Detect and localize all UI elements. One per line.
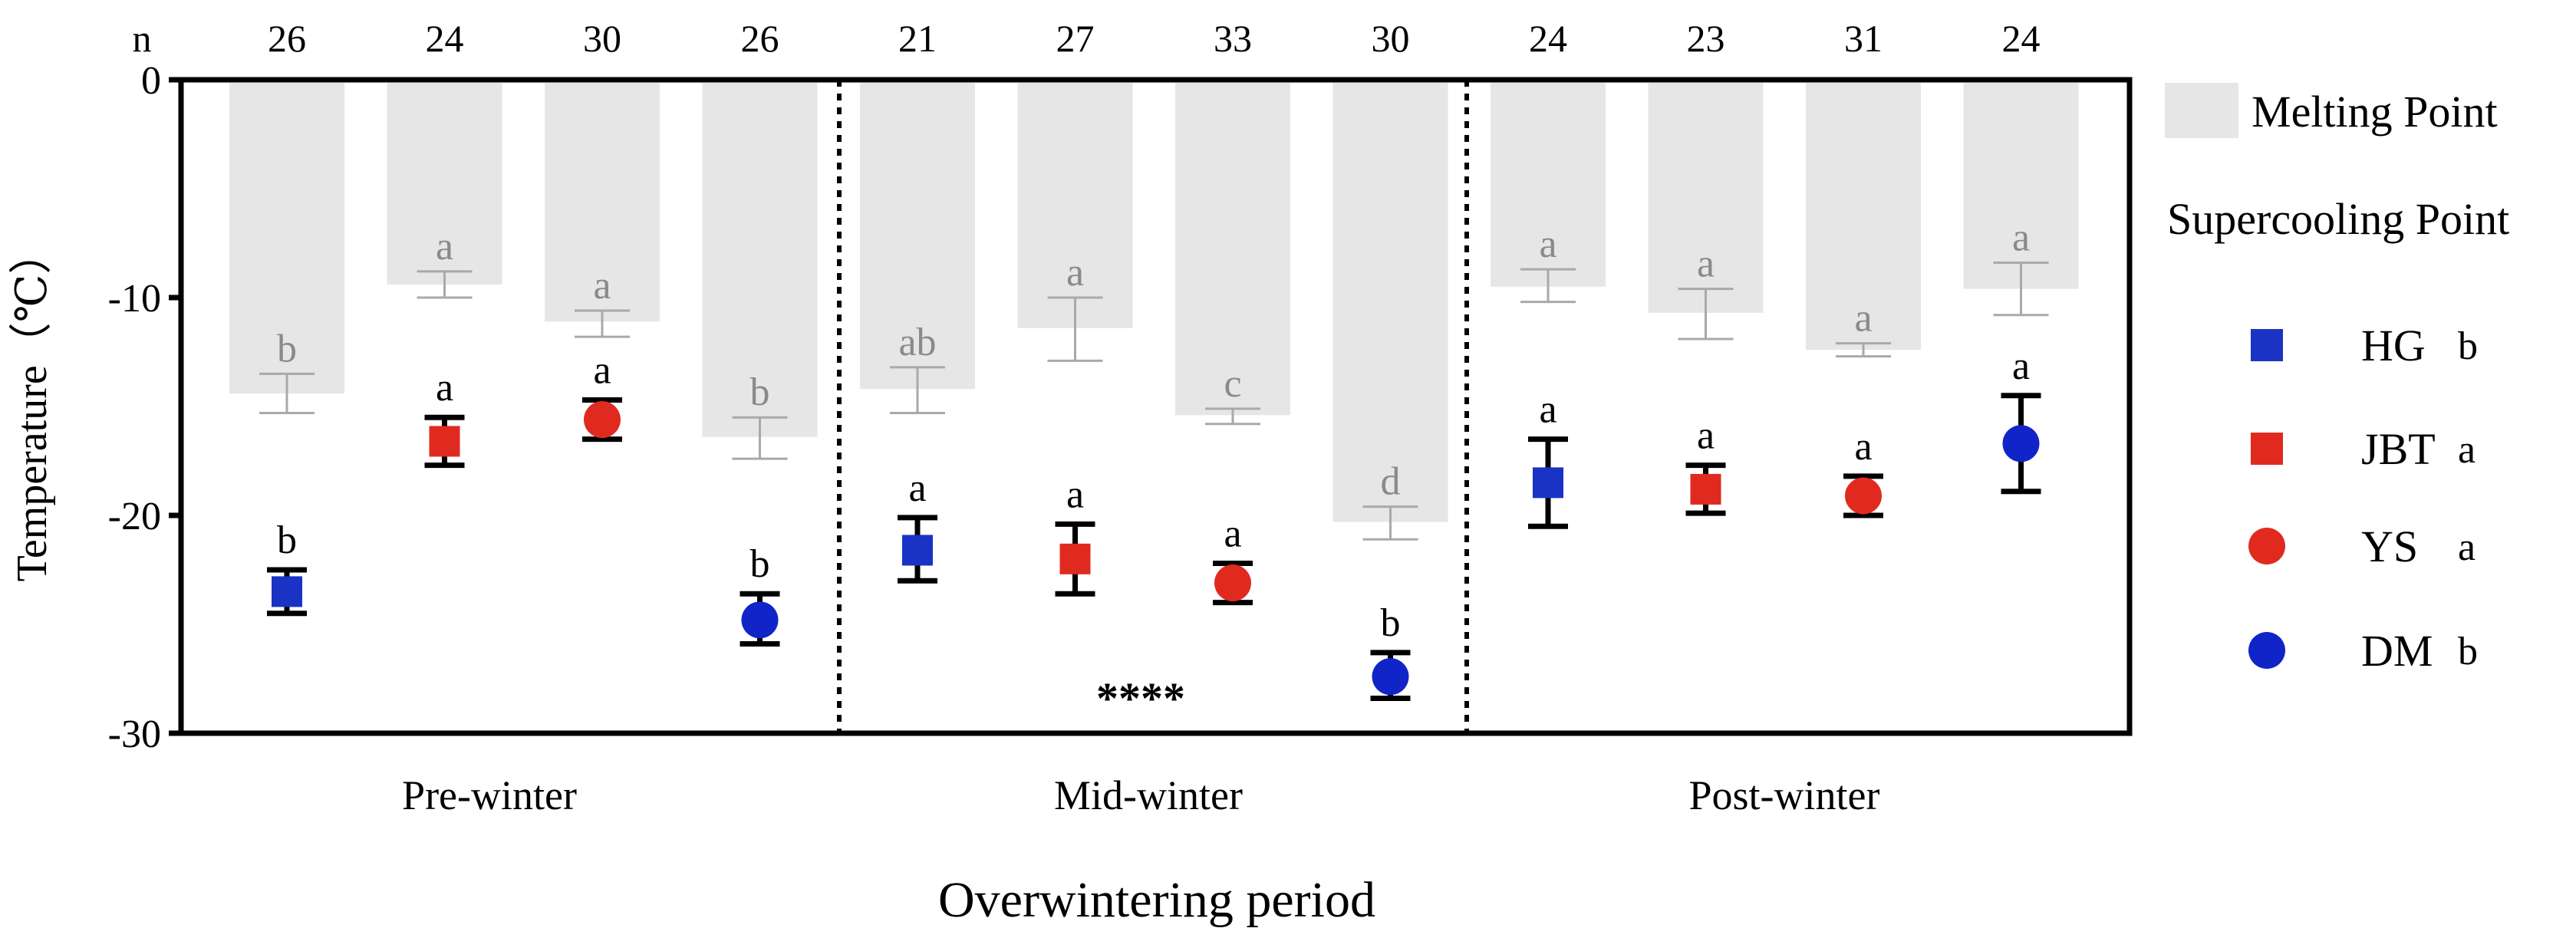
melting-point-letter: b	[277, 327, 297, 370]
melting-point-bar	[1648, 83, 1764, 313]
supercooling-point-jbt	[429, 426, 460, 457]
supercooling-letter: a	[436, 366, 453, 410]
legend-label-hg: HG	[2361, 321, 2426, 370]
period-label-pre-winter: Pre-winter	[402, 772, 577, 818]
y-tick-label: 0	[141, 59, 161, 103]
melting-point-bar	[702, 83, 818, 437]
x-axis-title: Overwintering period	[938, 872, 1375, 928]
melting-point-bar	[860, 83, 975, 390]
supercooling-letter: a	[1066, 472, 1084, 516]
legend-supercooling-title: Supercooling Point	[2167, 194, 2509, 244]
significance-annotation: ****	[1096, 673, 1185, 723]
supercooling-point-ys	[1214, 564, 1251, 602]
legend-melting-point-label: Melting Point	[2252, 87, 2498, 137]
legend-marker-jbt	[2251, 433, 2283, 465]
supercooling-letter: a	[1539, 388, 1556, 432]
n-value: 24	[1529, 17, 1567, 60]
melting-point-bars	[229, 83, 2079, 522]
supercooling-point-dm	[2002, 425, 2040, 462]
supercooling-letter: a	[1224, 512, 1241, 555]
supercooling-point-jbt	[1059, 543, 1091, 574]
n-value: 26	[741, 17, 779, 60]
supercooling-point-hg	[902, 535, 933, 566]
melting-point-bar	[387, 83, 502, 285]
melting-point-letter: a	[2012, 216, 2030, 260]
supercooling-point-dm	[1372, 658, 1409, 696]
melting-point-bar	[229, 83, 344, 393]
melting-point-bar	[1017, 83, 1133, 328]
melting-point-letter: ab	[898, 321, 936, 364]
supercooling-letter: a	[1854, 425, 1872, 469]
legend-letter-jbt: a	[2458, 428, 2476, 472]
y-tick-label: -30	[108, 713, 161, 756]
supercooling-letter: a	[2012, 344, 2030, 388]
supercooling-letter: a	[593, 348, 611, 392]
supercooling-point-hg	[272, 576, 302, 607]
melting-point-letter: b	[750, 370, 770, 414]
melting-point-letter: a	[1066, 251, 1084, 295]
n-value: 30	[1372, 17, 1410, 60]
y-tick-label: -20	[108, 495, 161, 538]
legend-marker-dm	[2248, 632, 2285, 669]
n-label: n	[133, 17, 152, 60]
supercooling-letter: b	[1381, 601, 1401, 645]
legend-letter-hg: b	[2458, 324, 2478, 368]
supercooling-point-ys	[584, 401, 621, 439]
legend-items: HG b JBT a YS a DM b	[2248, 321, 2478, 676]
n-value: 24	[2002, 17, 2041, 60]
n-value: 26	[268, 17, 306, 60]
n-value: 33	[1214, 17, 1252, 60]
plot-frame	[178, 77, 2133, 736]
supercooling-point-dm	[741, 601, 779, 639]
supercooling-point-hg	[1533, 467, 1563, 499]
n-values: 26 24 30 26 21 27 33 30 24 23 31 24	[268, 17, 2041, 60]
melting-point-letter: a	[1854, 297, 1872, 341]
period-label-mid-winter: Mid-winter	[1054, 772, 1243, 818]
melting-point-bar	[1491, 83, 1606, 287]
melting-point-letter: a	[436, 225, 453, 268]
legend-label-jbt: JBT	[2361, 424, 2436, 474]
legend-marker-hg	[2251, 329, 2283, 361]
melting-point-letter: a	[1539, 222, 1556, 266]
melting-point-letter: d	[1381, 460, 1401, 504]
melting-point-bar	[1175, 83, 1290, 416]
legend-letter-ys: a	[2458, 525, 2476, 569]
n-value: 31	[1844, 17, 1883, 60]
melting-point-letter: a	[1697, 242, 1715, 286]
melting-point-letter: c	[1224, 362, 1241, 406]
legend-label-ys: YS	[2361, 522, 2418, 571]
melting-point-letter: a	[593, 264, 611, 308]
legend-letter-dm: b	[2458, 630, 2478, 673]
n-value: 24	[426, 17, 464, 60]
legend-marker-ys	[2248, 528, 2285, 564]
supercooling-point-jbt	[1690, 473, 1721, 505]
melting-point-error-bars	[259, 262, 2049, 541]
supercooling-points: b a a b a a a b a a a a	[267, 344, 2041, 702]
legend-label-dm: DM	[2361, 626, 2433, 676]
melting-point-bar	[1806, 83, 1921, 351]
supercooling-letter: b	[750, 542, 770, 586]
melting-point-bar	[1332, 83, 1448, 522]
supercooling-letter: a	[908, 466, 926, 510]
legend: Melting Point Supercooling Point HG b JBT a…	[2165, 83, 2509, 676]
melting-point-bar	[1963, 83, 2079, 289]
y-axis-title: Temperature（℃）	[8, 232, 56, 582]
y-tick-label: -10	[108, 277, 161, 321]
supercooling-letter: b	[277, 518, 297, 562]
n-value: 30	[583, 17, 621, 60]
legend-melting-point-swatch	[2165, 83, 2238, 138]
n-value: 23	[1687, 17, 1725, 60]
supercooling-letter: a	[1697, 414, 1715, 458]
n-value: 27	[1056, 17, 1095, 60]
n-value: 21	[898, 17, 937, 60]
melting-point-bar	[545, 83, 660, 322]
period-label-post-winter: Post-winter	[1689, 772, 1880, 818]
y-axis-ticks: 0 -10 -20 -30	[108, 59, 181, 756]
supercooling-point-ys	[1845, 477, 1882, 515]
